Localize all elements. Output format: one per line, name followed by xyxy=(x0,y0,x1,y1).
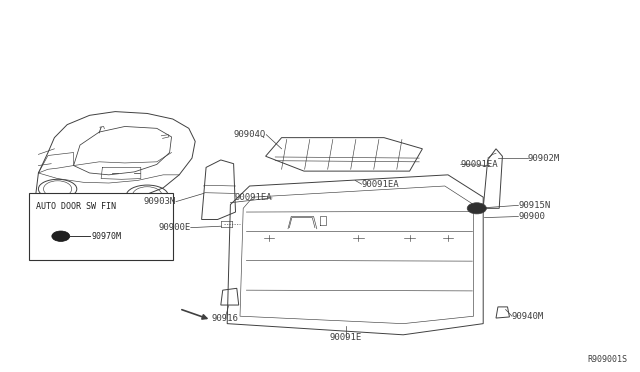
Circle shape xyxy=(52,231,70,241)
Text: 90902M: 90902M xyxy=(528,154,560,163)
FancyBboxPatch shape xyxy=(29,193,173,260)
Text: 90903M: 90903M xyxy=(144,197,176,206)
Text: 90900E: 90900E xyxy=(159,223,191,232)
Text: 90915N: 90915N xyxy=(518,201,550,210)
Text: 90916: 90916 xyxy=(212,314,239,323)
Text: 90091E: 90091E xyxy=(330,333,362,342)
Text: AUTO DOOR SW FIN: AUTO DOOR SW FIN xyxy=(36,202,116,211)
Text: 90970M: 90970M xyxy=(92,232,122,241)
Text: 90091EA: 90091EA xyxy=(362,180,399,189)
Text: 90940M: 90940M xyxy=(512,312,544,321)
Text: 90904Q: 90904Q xyxy=(234,130,266,139)
Text: R909001S: R909001S xyxy=(588,355,627,364)
Circle shape xyxy=(467,203,486,214)
Text: 90091EA: 90091EA xyxy=(461,160,499,169)
Text: 90900: 90900 xyxy=(518,212,545,221)
Text: 90091EA: 90091EA xyxy=(234,193,272,202)
